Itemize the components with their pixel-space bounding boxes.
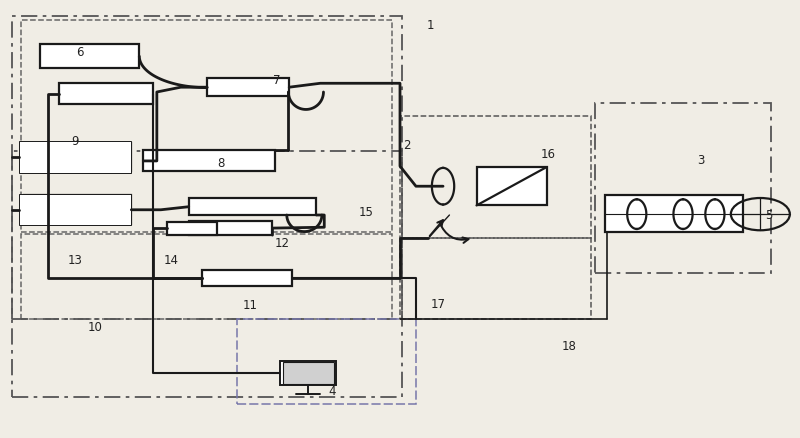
Text: 8: 8 (217, 157, 224, 170)
Bar (22, 234, 392, 319)
Bar (40, 45, 139, 69)
Text: 16: 16 (541, 147, 556, 160)
Bar (595, 104, 770, 273)
Text: 11: 11 (242, 299, 258, 312)
Text: 4: 4 (329, 385, 336, 397)
Bar (19, 194, 131, 226)
Text: 14: 14 (164, 254, 178, 267)
Bar (19, 142, 131, 174)
Text: 12: 12 (274, 237, 290, 249)
Text: 17: 17 (430, 297, 446, 311)
Bar (189, 221, 273, 236)
Bar (237, 319, 416, 404)
Bar (400, 117, 591, 239)
Text: 9: 9 (71, 135, 78, 148)
Bar (12, 152, 402, 319)
Text: 13: 13 (67, 254, 82, 267)
Text: 6: 6 (76, 46, 83, 59)
Bar (202, 270, 292, 286)
Text: 3: 3 (697, 154, 704, 167)
Bar (281, 361, 336, 385)
Text: 10: 10 (88, 321, 103, 333)
Bar (24, 144, 131, 172)
Text: 7: 7 (273, 74, 280, 87)
Bar (477, 168, 546, 206)
Bar (283, 363, 334, 384)
Bar (12, 17, 402, 397)
Text: 5: 5 (766, 208, 773, 221)
Bar (143, 151, 275, 172)
Text: 15: 15 (359, 206, 374, 219)
Bar (22, 21, 392, 232)
Bar (58, 84, 153, 105)
Bar (400, 239, 591, 319)
Text: 18: 18 (562, 339, 577, 352)
Bar (167, 222, 218, 235)
Bar (207, 79, 289, 97)
Text: 2: 2 (402, 138, 410, 152)
Bar (605, 196, 743, 233)
Text: 1: 1 (426, 19, 434, 32)
Bar (24, 196, 131, 224)
Bar (189, 199, 316, 215)
